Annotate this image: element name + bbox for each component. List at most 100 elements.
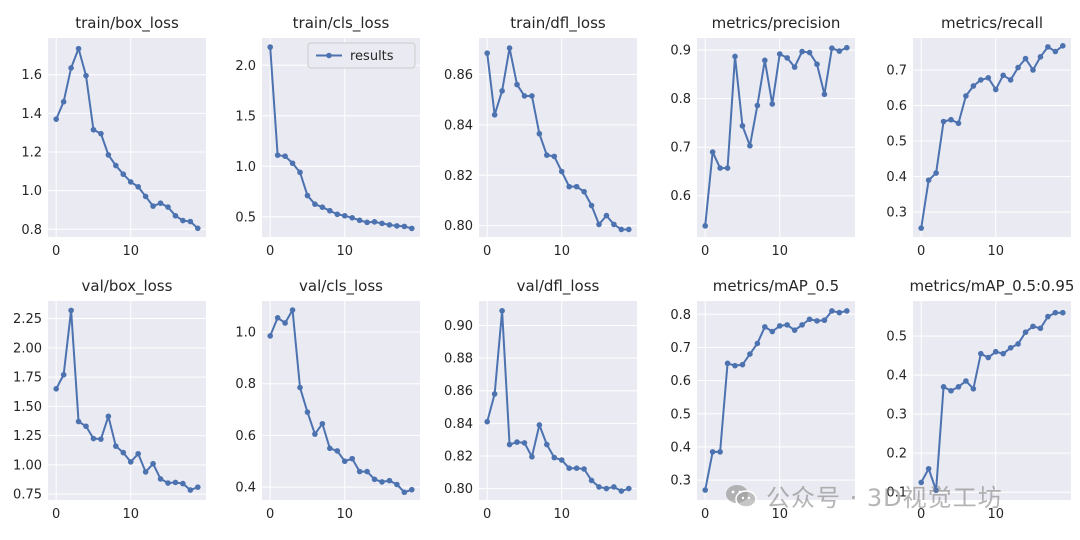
y-tick-label: 0.75 [13,488,42,503]
subplot-title: metrics/mAP_0.5:0.95 [910,277,1075,296]
plot-area [697,301,855,500]
data-point [90,435,97,442]
y-tick-label: 1.00 [13,458,42,473]
y-tick-label: 0.2 [886,447,907,462]
y-tick-label: 0.7 [670,341,691,356]
data-point [401,223,408,230]
data-point [1000,72,1006,79]
x-tick-label: 10 [987,507,1004,522]
x-tick-label: 0 [266,244,274,259]
data-point [75,418,82,425]
data-point [394,223,400,229]
subplot-7: 0.4 0.6 0.8 1.0 0 10 val/cls_loss [235,277,420,522]
data-point [821,91,828,98]
x-tick-label: 0 [917,507,925,522]
data-point [98,436,104,442]
x-tick-label: 10 [771,244,788,259]
data-point [371,219,378,225]
data-point [334,448,341,454]
y-tick-label: 0.7 [886,63,907,78]
data-point [53,116,59,122]
plot-area [479,38,637,237]
data-point [776,51,783,57]
data-point [68,65,74,71]
data-point [150,460,156,467]
data-point [113,162,119,169]
data-point [806,316,813,323]
data-point [724,360,731,367]
data-point [514,81,520,88]
data-point [195,225,201,232]
data-point [60,371,67,378]
data-point [558,168,565,175]
x-tick-label: 0 [701,244,709,259]
legend: results [307,42,416,69]
y-tick-label: 0.90 [444,319,473,334]
data-point [955,120,962,127]
data-point [844,44,850,51]
data-point [551,153,558,160]
y-tick-label: 1.25 [13,429,42,444]
data-point [349,215,355,221]
data-point [165,204,171,210]
legend-box [307,42,416,69]
y-tick-label: 1.75 [13,371,42,386]
data-point [581,188,587,195]
data-point [588,477,595,484]
data-point [978,77,984,83]
data-point [784,322,790,328]
data-point [836,48,843,54]
data-point [113,443,119,449]
data-point [1045,313,1051,320]
x-tick-label: 10 [336,244,353,259]
y-tick-label: 0.82 [444,169,473,184]
plot-area [913,38,1071,237]
data-point [925,177,932,183]
data-point [784,55,790,61]
plot-area [479,301,637,500]
data-point [985,75,992,81]
x-tick-label: 0 [52,244,60,259]
data-point [626,226,632,233]
data-point [1045,44,1051,50]
subplot-title: val/dfl_loss [517,277,600,296]
data-point [83,72,89,79]
y-tick-label: 1.4 [21,107,42,122]
data-point [978,350,984,357]
data-point [282,153,288,159]
data-point [747,142,753,149]
data-point [566,183,572,190]
data-point [142,193,149,200]
data-point [90,126,97,133]
y-tick-label: 0.3 [670,474,691,489]
data-point [341,212,348,219]
subplot-title: train/box_loss [75,14,179,33]
y-tick-label: 0.80 [444,482,473,497]
data-point [933,170,939,176]
data-point [1060,309,1066,316]
data-point [581,466,587,472]
data-point [274,152,281,158]
data-point [120,449,127,456]
data-point [120,171,127,178]
data-point [529,453,535,460]
data-point [1015,341,1021,347]
data-point [341,458,348,465]
data-point [127,459,134,465]
data-point [992,348,999,355]
data-point [1015,64,1021,71]
subplot-title: metrics/precision [712,14,841,32]
data-point [409,225,415,232]
y-tick-label: 0.9 [670,44,691,59]
data-point [172,212,179,219]
data-point [195,484,201,490]
y-tick-label: 0.3 [886,206,907,221]
x-tick-label: 0 [701,507,709,522]
data-point [1030,323,1036,330]
data-point [394,481,400,488]
data-point [334,211,341,218]
subplot-title: val/cls_loss [299,277,383,296]
y-tick-label: 1.0 [21,184,42,199]
data-point [127,179,134,185]
